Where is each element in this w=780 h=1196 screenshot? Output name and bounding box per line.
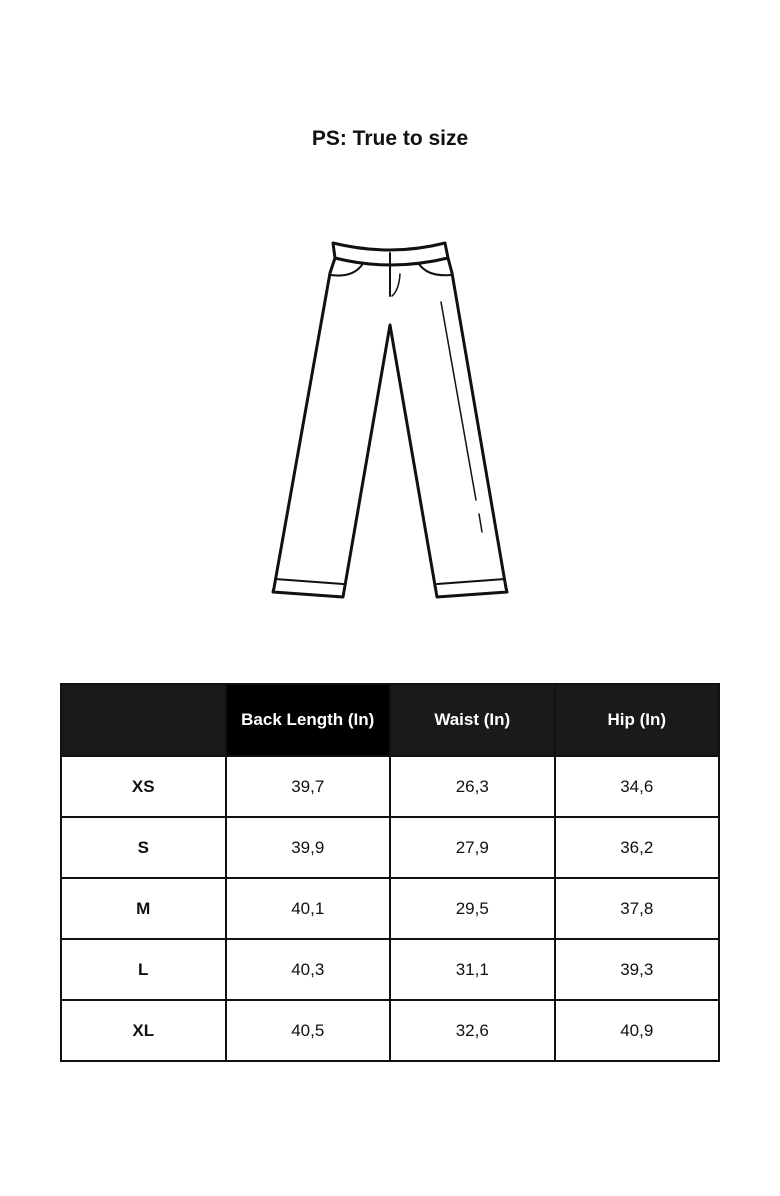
size-cell: XS — [60, 755, 227, 818]
table-row: XL 40,5 32,6 40,9 — [60, 999, 720, 1062]
size-cell: XL — [60, 999, 227, 1062]
waist-cell: 31,1 — [389, 938, 556, 1001]
hip-cell: 37,8 — [553, 877, 720, 940]
size-cell: L — [60, 938, 227, 1001]
waist-cell: 32,6 — [389, 999, 556, 1062]
size-chart-table: Back Length (In) Waist (In) Hip (In) XS … — [60, 683, 720, 1062]
hip-cell: 34,6 — [553, 755, 720, 818]
back-length-cell: 40,3 — [224, 938, 391, 1001]
page-title: PS: True to size — [311, 127, 469, 150]
table-row: M 40,1 29,5 37,8 — [60, 877, 720, 940]
header-waist: Waist (In) — [389, 683, 556, 757]
table-row: S 39,9 27,9 36,2 — [60, 816, 720, 879]
hip-cell: 36,2 — [553, 816, 720, 879]
table-row: XS 39,7 26,3 34,6 — [60, 755, 720, 818]
waist-cell: 27,9 — [389, 816, 556, 879]
waist-cell: 29,5 — [389, 877, 556, 940]
header-hip: Hip (In) — [553, 683, 720, 757]
hip-cell: 40,9 — [553, 999, 720, 1062]
size-cell: S — [60, 816, 227, 879]
header-back-length: Back Length (In) — [224, 683, 391, 757]
table-row: L 40,3 31,1 39,3 — [60, 938, 720, 1001]
back-length-cell: 40,5 — [224, 999, 391, 1062]
header-size — [60, 683, 227, 757]
back-length-cell: 40,1 — [224, 877, 391, 940]
back-length-cell: 39,7 — [224, 755, 391, 818]
size-cell: M — [60, 877, 227, 940]
hip-cell: 39,3 — [553, 938, 720, 1001]
waist-cell: 26,3 — [389, 755, 556, 818]
table-header-row: Back Length (In) Waist (In) Hip (In) — [60, 683, 720, 757]
back-length-cell: 39,9 — [224, 816, 391, 879]
